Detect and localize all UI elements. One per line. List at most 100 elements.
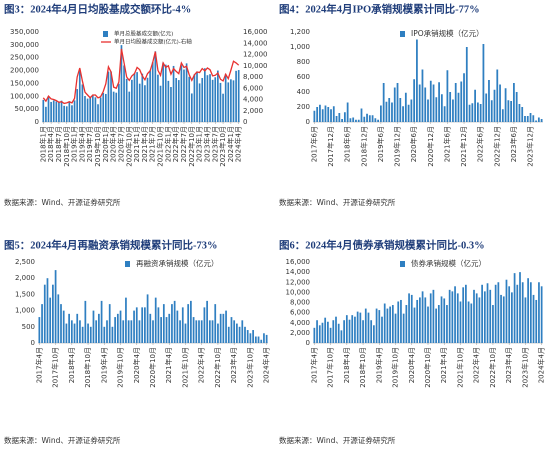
bar	[490, 100, 493, 122]
bar	[443, 298, 446, 343]
bar	[427, 306, 429, 343]
bar	[474, 89, 476, 122]
bar	[513, 83, 515, 122]
chart-title: 图4：2024年4月IPO承销规模累计同比-77%	[279, 2, 480, 15]
bar	[190, 300, 192, 343]
bar	[524, 116, 526, 122]
bar	[386, 308, 389, 343]
y-tick-label: 4,000	[290, 319, 310, 327]
x-tick-label: 2017年10月	[326, 347, 335, 388]
bar	[468, 104, 471, 122]
bar	[54, 270, 57, 343]
bar	[332, 106, 335, 122]
bar	[399, 98, 402, 122]
bar	[397, 301, 400, 343]
x-tick-label: 2021年6月	[442, 126, 451, 162]
bar	[419, 297, 421, 343]
y-tick-label: 0	[243, 118, 247, 126]
bar	[219, 82, 222, 122]
bar	[432, 289, 435, 343]
bar	[146, 294, 149, 343]
bar	[87, 323, 89, 343]
bar	[260, 339, 263, 343]
bar	[157, 74, 159, 122]
x-tick-label: 2021年10月	[180, 347, 189, 388]
bar	[416, 39, 418, 122]
bar	[440, 94, 443, 122]
y-tick-label: 12,000	[286, 278, 311, 286]
bar	[198, 320, 200, 343]
bar	[91, 94, 94, 122]
bar	[413, 307, 416, 343]
bar	[493, 89, 496, 122]
bar	[173, 300, 176, 343]
y-tick-label: 2,000	[243, 107, 263, 115]
x-tick-label: 2019年10月	[116, 347, 125, 388]
bar	[492, 305, 494, 343]
x-tick-label: 2023年4月	[202, 126, 211, 162]
bar	[501, 109, 504, 122]
bar	[89, 96, 92, 122]
x-tick-label: 2019年4月	[99, 347, 108, 383]
bar	[103, 326, 106, 343]
bar	[198, 83, 201, 122]
bar	[370, 320, 373, 343]
bar	[176, 310, 179, 343]
bar	[68, 313, 70, 343]
bar	[366, 113, 368, 122]
bar	[346, 102, 349, 122]
bar	[532, 294, 535, 343]
bar	[165, 317, 168, 343]
y-tick-label: 2,000	[290, 329, 310, 337]
y-tick-label: 0	[306, 339, 310, 347]
bar	[152, 320, 154, 343]
bar	[313, 327, 316, 343]
legend-label: IPO承销规模（亿元）	[411, 28, 484, 38]
y-tick-label: 10,000	[243, 62, 268, 70]
bar	[168, 313, 171, 343]
bar	[521, 282, 524, 343]
y-tick-label: 14,000	[286, 268, 311, 276]
bar	[352, 117, 355, 122]
bar	[410, 99, 413, 122]
bar	[206, 300, 208, 343]
x-tick-label: 2019年12月	[393, 126, 402, 167]
x-tick-label: 2022年10月	[213, 347, 222, 388]
bar	[404, 92, 407, 122]
bar	[209, 74, 211, 122]
bar	[402, 313, 405, 343]
bar	[94, 97, 97, 122]
bar	[71, 105, 73, 122]
bar	[389, 306, 391, 343]
bar	[151, 62, 154, 122]
bar	[388, 98, 391, 122]
bar	[70, 320, 73, 343]
bar	[360, 108, 363, 122]
bar	[138, 83, 141, 122]
bar	[321, 109, 324, 122]
x-tick-label: 2018年10月	[83, 347, 92, 388]
bar	[355, 119, 357, 122]
y-tick-label: 10,000	[286, 288, 311, 296]
bar	[188, 76, 191, 122]
y-tick-label: 50,000	[15, 105, 40, 113]
bar	[529, 113, 532, 122]
bar	[481, 284, 483, 343]
bar	[382, 83, 385, 122]
bar	[263, 333, 265, 343]
bar	[162, 304, 165, 343]
bar	[457, 92, 460, 122]
x-tick-label: 2022年6月	[476, 126, 485, 162]
bar	[179, 320, 181, 343]
bar	[185, 63, 188, 122]
bar	[65, 323, 68, 343]
bar	[540, 286, 543, 343]
source-note: 数据来源：Wind、开源证券研究所	[4, 435, 121, 445]
bar	[227, 82, 230, 122]
bar	[257, 336, 260, 343]
legend-label: 单月日均股基成交额(亿元)-右轴	[114, 38, 192, 46]
bar	[438, 82, 440, 122]
x-tick-label: 2018年4月	[342, 347, 351, 383]
bar	[120, 45, 123, 122]
